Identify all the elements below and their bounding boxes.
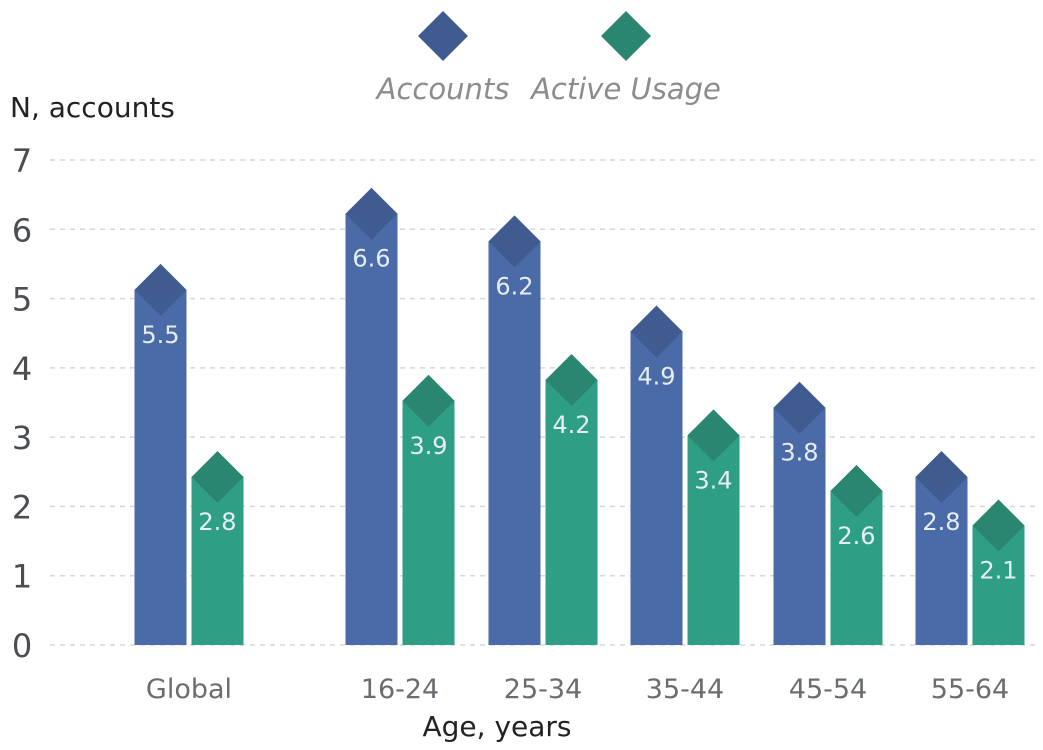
x-tick-16-24: 16-24 [361, 674, 439, 705]
data-label-accounts-global: 5.5 [141, 321, 179, 349]
data-label-accounts-35-44: 4.9 [637, 363, 675, 391]
bar-cap-accounts-25-34 [488, 215, 541, 268]
bar-active-usage-35-44 [687, 435, 740, 645]
y-tick-7: 7 [12, 142, 32, 180]
y-axis-label: N, accounts [10, 91, 175, 124]
y-tick-1: 1 [12, 558, 32, 596]
data-label-active-usage-35-44: 3.4 [694, 466, 732, 494]
legend-label-accounts: Accounts [375, 72, 510, 106]
x-tick-global: Global [146, 674, 232, 705]
y-tick-4: 4 [12, 350, 32, 388]
legend-marker-accounts [418, 11, 468, 61]
y-tick-6: 6 [12, 211, 32, 249]
bar-accounts-25-34 [488, 241, 541, 645]
x-tick-55-64: 55-64 [931, 674, 1009, 705]
bar-active-usage-global [191, 477, 244, 645]
data-label-active-usage-global: 2.8 [198, 508, 236, 536]
legend-label-active-usage: Active Usage [529, 72, 721, 106]
bar-accounts-55-64 [915, 477, 968, 645]
bar-cap-active-usage-55-64 [972, 499, 1025, 552]
bar-cap-active-usage-global [191, 451, 244, 503]
data-label-active-usage-55-64: 2.1 [979, 557, 1017, 585]
bar-accounts-16-24 [345, 213, 398, 645]
bar-cap-accounts-16-24 [345, 187, 398, 240]
x-tick-35-44: 35-44 [646, 674, 724, 705]
data-label-active-usage-45-54: 2.6 [837, 522, 875, 550]
legend: Accounts Active Usage [375, 11, 721, 106]
x-axis-label: Age, years [422, 710, 571, 743]
bar-cap-accounts-global [134, 263, 187, 316]
bar-accounts-35-44 [630, 331, 683, 645]
bar-active-usage-16-24 [402, 400, 455, 645]
y-tick-0: 0 [12, 627, 32, 665]
data-label-accounts-45-54: 3.8 [780, 439, 818, 467]
data-label-active-usage-25-34: 4.2 [552, 411, 590, 439]
bars [134, 187, 1025, 645]
data-label-accounts-25-34: 6.2 [495, 272, 533, 300]
bar-active-usage-25-34 [545, 380, 598, 645]
bar-cap-active-usage-35-44 [687, 409, 740, 462]
x-axis-ticks: Global 16-24 25-34 35-44 45-54 55-64 [146, 674, 1009, 705]
bar-cap-active-usage-16-24 [402, 374, 455, 427]
bar-accounts-global [134, 289, 187, 645]
legend-marker-active-usage [601, 11, 651, 61]
y-tick-2: 2 [12, 488, 32, 526]
y-tick-3: 3 [12, 419, 32, 457]
bar-cap-active-usage-45-54 [830, 464, 883, 517]
x-tick-45-54: 45-54 [789, 674, 867, 705]
data-label-active-usage-16-24: 3.9 [409, 432, 447, 460]
y-axis-ticks: 0 1 2 3 4 5 6 7 [12, 142, 32, 665]
bar-cap-active-usage-25-34 [545, 354, 598, 406]
data-label-accounts-16-24: 6.6 [352, 245, 390, 273]
bar-cap-accounts-35-44 [630, 305, 683, 358]
bar-accounts-45-54 [773, 407, 826, 645]
x-tick-25-34: 25-34 [504, 674, 582, 705]
data-labels: 5.5 6.6 6.2 4.9 3.8 2.8 2.8 3.9 4.2 3.4 2.6 2.1 [141, 245, 1017, 585]
bar-cap-accounts-55-64 [915, 451, 968, 503]
bar-cap-accounts-45-54 [773, 381, 826, 434]
data-label-accounts-55-64: 2.8 [922, 508, 960, 536]
y-tick-5: 5 [12, 281, 32, 319]
